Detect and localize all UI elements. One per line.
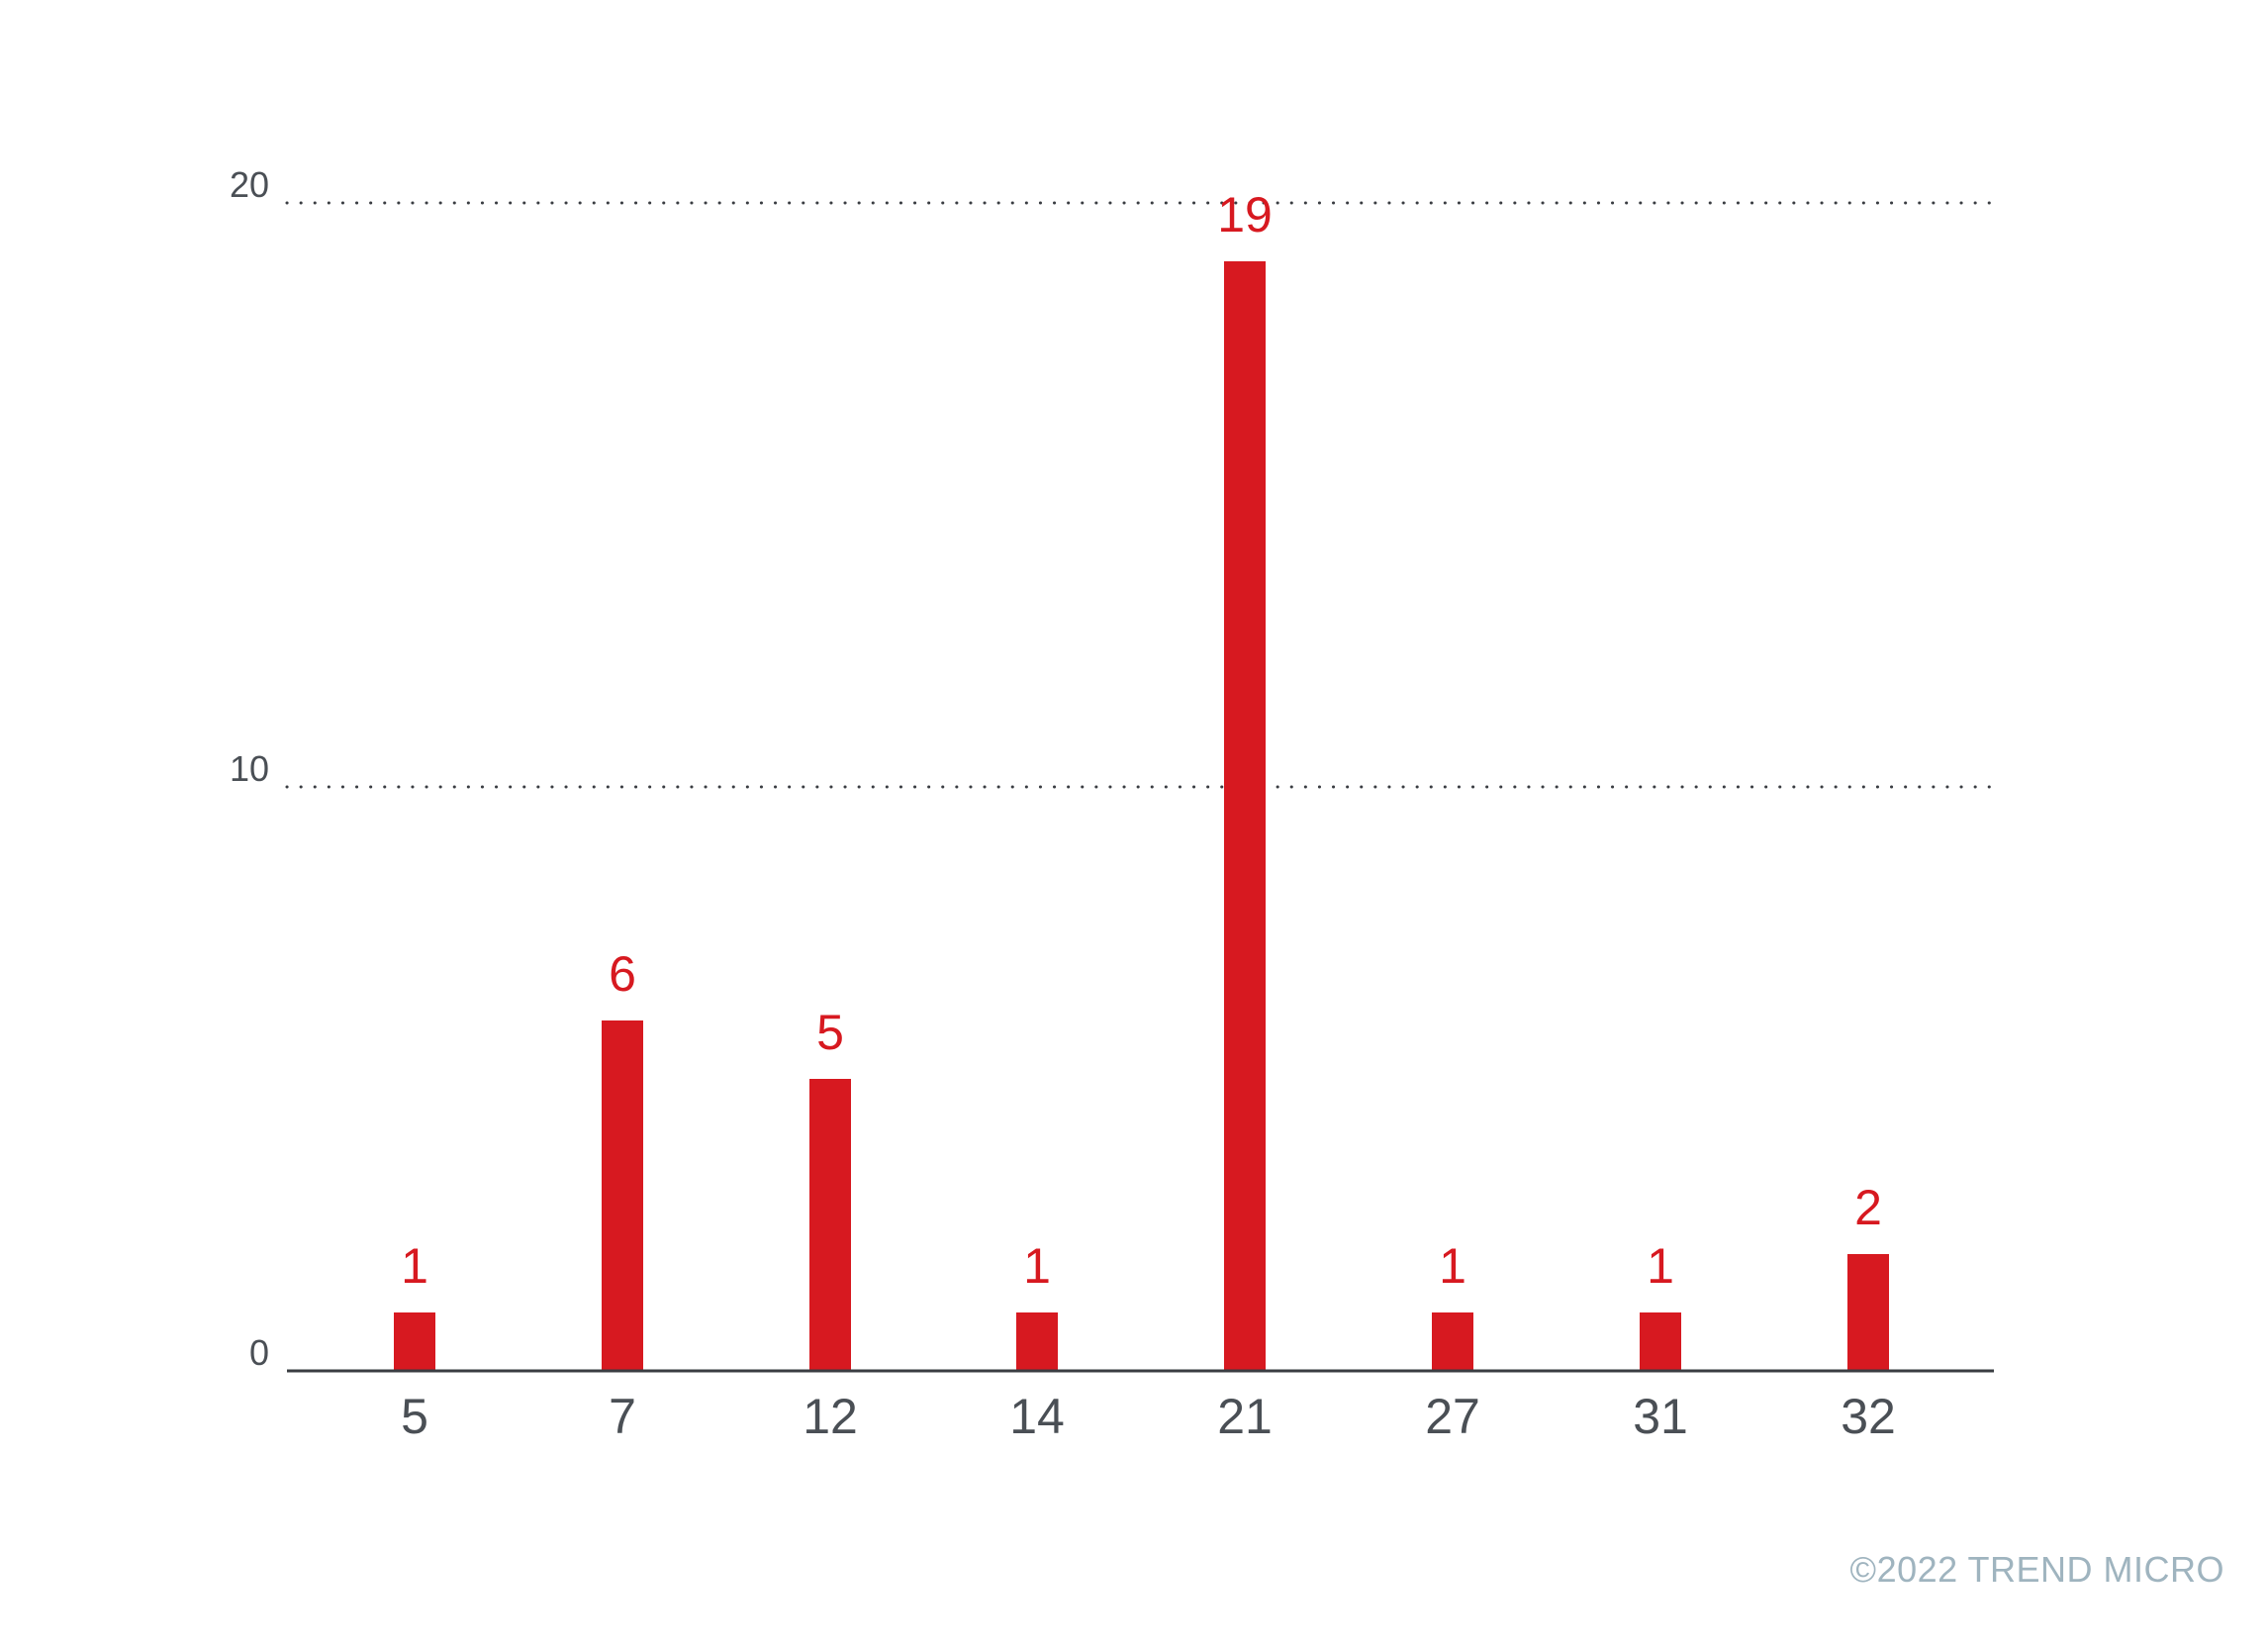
data-label-12: 5	[816, 1005, 844, 1060]
data-label-27: 1	[1439, 1238, 1466, 1294]
x-tick-label-21: 21	[1217, 1389, 1273, 1444]
x-tick-label-32: 32	[1841, 1389, 1896, 1444]
data-label-5: 1	[401, 1238, 428, 1294]
gridlines	[285, 201, 1996, 789]
x-tick-label-7: 7	[609, 1389, 636, 1444]
bars	[394, 261, 1889, 1371]
bar-12	[809, 1079, 851, 1371]
bar-21	[1224, 261, 1266, 1371]
bar-5	[394, 1312, 435, 1371]
bar-14	[1016, 1312, 1058, 1371]
x-tick-label-14: 14	[1009, 1389, 1065, 1444]
data-label-21: 19	[1217, 187, 1273, 243]
copyright-text: ©2022 TREND MICRO	[1849, 1549, 2224, 1590]
y-tick-label: 20	[230, 164, 269, 205]
bar-32	[1847, 1254, 1889, 1371]
x-axis-ticks: 5 7 12 14 21 27 31 32	[401, 1389, 1896, 1444]
data-labels: 1 6 5 1 19 1 1 2	[401, 187, 1882, 1294]
data-label-14: 1	[1023, 1238, 1051, 1294]
y-axis-ticks: 0 10 20	[230, 164, 269, 1373]
data-label-7: 6	[609, 946, 636, 1002]
y-tick-label: 10	[230, 748, 269, 789]
bar-31	[1640, 1312, 1681, 1371]
x-tick-label-27: 27	[1425, 1389, 1480, 1444]
x-tick-label-5: 5	[401, 1389, 428, 1444]
data-label-31: 1	[1647, 1238, 1674, 1294]
x-tick-label-31: 31	[1633, 1389, 1688, 1444]
y-tick-label: 0	[249, 1332, 269, 1373]
bar-7	[602, 1020, 643, 1371]
bar-27	[1432, 1312, 1473, 1371]
data-label-32: 2	[1854, 1180, 1882, 1235]
x-tick-label-12: 12	[803, 1389, 858, 1444]
